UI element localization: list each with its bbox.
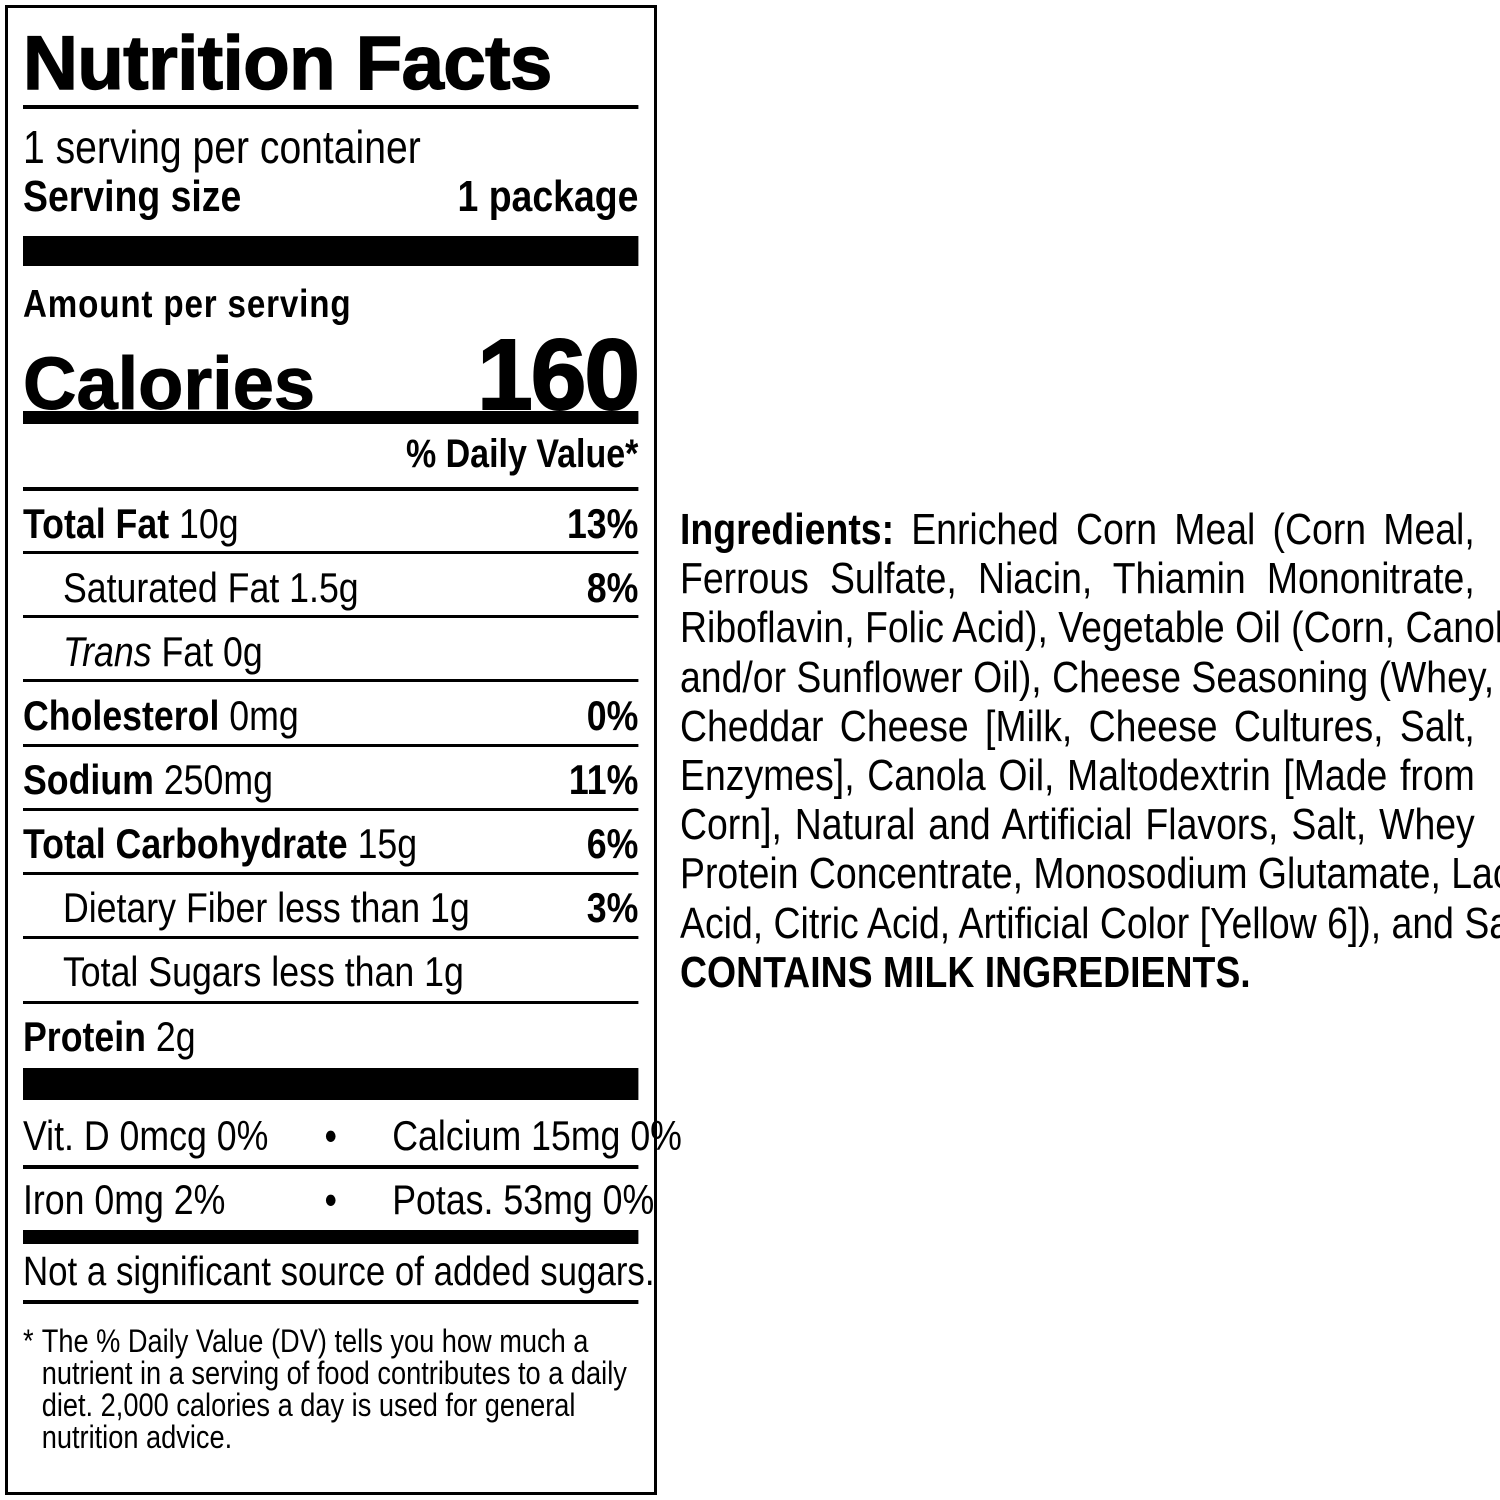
nutrient-amount: 2g [155,1013,196,1060]
vitamin-right: Calcium 15mg 0% [392,1112,682,1159]
nutrient-dv: 6% [586,820,639,867]
bullet-separator: • [324,1112,337,1159]
ingredients-line: Cheddar Cheese [Milk, Cheese Cultures, S… [680,701,1475,751]
allergen-statement: CONTAINS MILK INGREDIENTS. [680,947,1251,997]
added-sugars-note: Not a significant source of added sugars… [23,1248,655,1294]
amount-per-serving: Amount per serving [23,283,352,326]
divider [23,808,639,811]
serving-size-value: 1 package [457,172,639,221]
vitamin-left: Vit. D 0mcg 0% [23,1112,269,1159]
nutrient-name: Saturated Fat 1.5g [62,564,359,611]
medium-divider [23,1230,639,1244]
nutrient-name: Total Sugars less than 1g [62,948,464,995]
daily-value-header: % Daily Value* [405,432,639,476]
thick-divider [23,236,639,266]
divider [23,679,639,682]
vitamin-row: Vit. D 0mcg 0% • Calcium 15mg 0% [23,1112,682,1160]
ingredients-line: Ferrous Sulfate, Niacin, Thiamin Mononit… [680,554,1475,604]
nutrition-facts-panel [5,5,657,1495]
serving-size-label: Serving size [23,172,242,221]
nutrient-name: Total Carbohydrate [23,820,348,867]
bullet-separator: • [324,1176,337,1223]
nutrient-name: Total Fat [23,500,170,547]
ingredients-line: Corn], Natural and Artificial Flavors, S… [680,800,1475,850]
nutrient-row-saturated-fat: Saturated Fat 1.5g 8% [23,564,638,612]
ingredients-line: and/or Sunflower Oil), Cheese Seasoning … [680,652,1495,702]
vitamin-left: Iron 0mg 2% [23,1176,226,1223]
label-title: Nutrition Facts [22,20,553,107]
nutrient-row-trans-fat: Trans Fat 0g [23,628,638,676]
nutrient-name: Protein [23,1013,146,1060]
vitamin-row: Iron 0mg 2% • Potas. 53mg 0% [23,1176,655,1224]
divider [23,872,639,875]
ingredients-label: Ingredients: [680,505,895,554]
nutrient-amount: 10g [179,500,239,547]
footnote-star: * [23,1323,34,1359]
divider [23,487,639,491]
nutrient-amount: 15g [357,820,418,867]
nutrient-dv: 8% [586,564,639,611]
thick-divider [23,1068,639,1100]
divider [23,1165,639,1169]
nutrition-label-body: 1 serving per container Serving size 1 p… [23,0,682,1500]
calories-value: 160 [476,318,641,432]
footnote: * The % Daily Value (DV) tells you how m… [23,1325,632,1453]
medium-divider [23,411,639,424]
divider [23,936,639,939]
calories-label: Calories [22,342,316,426]
nutrient-dv: 3% [586,884,639,931]
serving-size-row: Serving size 1 package [23,172,638,222]
nutrient-row-sodium: Sodium 250mg 11% [23,756,638,804]
nutrient-row-total-sugars: Total Sugars less than 1g [23,948,638,996]
nutrient-dv: 13% [566,500,639,547]
ingredients-line: Acid, Citric Acid, Artificial Color [Yel… [680,898,1500,948]
nutrient-amount: 0mg [229,692,299,739]
nutrient-name-italic: Trans [62,628,152,675]
ingredients-line: Enriched Corn Meal (Corn Meal, [911,505,1475,554]
nutrient-amount: 250mg [163,756,273,803]
calories-row: Calories 160 [22,318,641,433]
divider [23,551,639,554]
divider [23,1300,639,1304]
nutrient-name: Sodium [23,756,154,803]
divider [23,105,639,109]
divider [23,615,639,618]
footnote-text: The % Daily Value (DV) tells you how muc… [41,1323,627,1455]
ingredients-line: Riboflavin, Folic Acid), Vegetable Oil (… [680,603,1500,653]
nutrient-row-total-carbohydrate: Total Carbohydrate 15g 6% [23,820,638,868]
nutrient-name: Dietary Fiber less than 1g [62,884,470,931]
nutrient-row-cholesterol: Cholesterol 0mg 0% [23,692,638,740]
servings-per-container: 1 serving per container [23,121,421,173]
nutrient-dv: 0% [586,692,639,739]
nutrient-row-total-fat: Total Fat 10g 13% [23,500,638,548]
ingredients-panel: Ingredients: Enriched Corn Meal (Corn Me… [680,505,1500,997]
nutrient-row-dietary-fiber: Dietary Fiber less than 1g 3% [23,884,638,932]
ingredients-line: Enzymes], Canola Oil, Maltodextrin [Made… [680,751,1475,801]
ingredients-line: Protein Concentrate, Monosodium Glutamat… [680,849,1500,899]
nutrient-name: Cholesterol [23,692,220,739]
divider [23,1001,639,1004]
divider [23,744,639,747]
nutrient-name: Fat 0g [161,628,263,675]
nutrient-dv: 11% [568,756,639,803]
nutrient-row-protein: Protein 2g [23,1013,638,1061]
vitamin-right: Potas. 53mg 0% [392,1176,655,1223]
